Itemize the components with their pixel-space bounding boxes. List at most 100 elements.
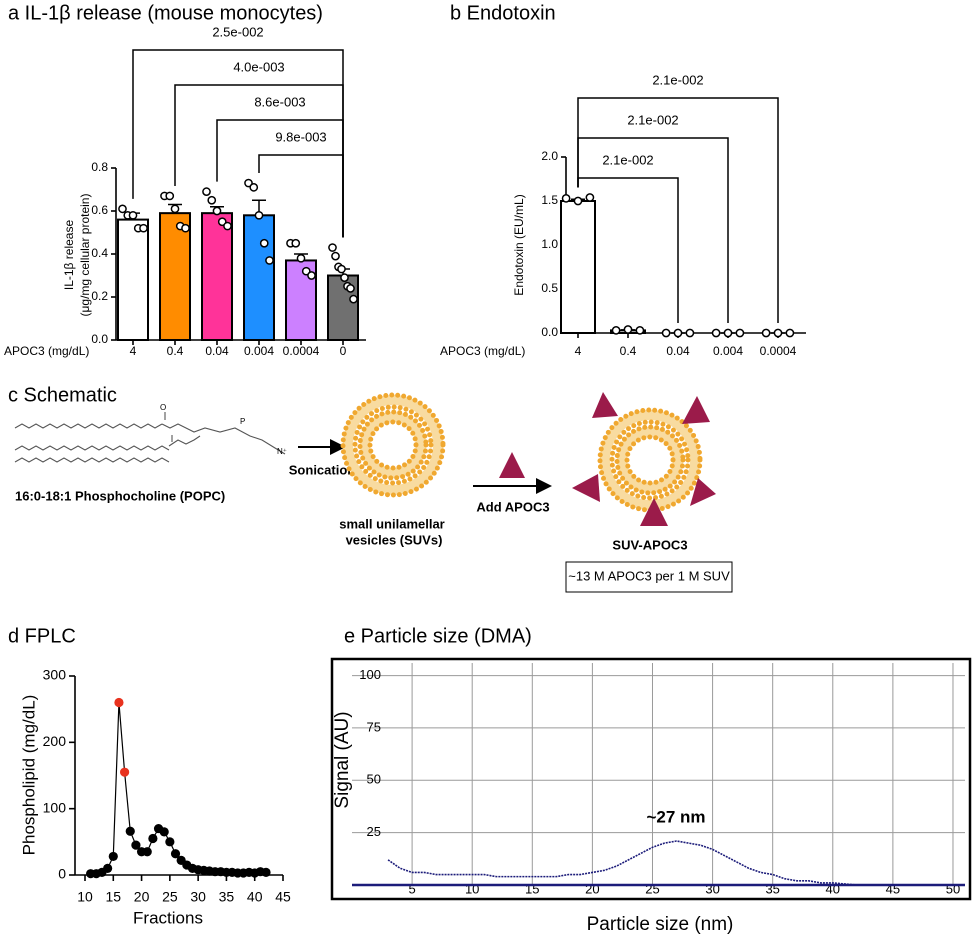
data-point — [118, 204, 127, 214]
y-axis-label: Phospholipid (mg/dL) — [19, 695, 38, 856]
y-tick-label: 2.0 — [541, 149, 558, 163]
data-point — [114, 697, 124, 708]
data-point — [131, 840, 141, 850]
step-label: Add APOC3 — [476, 499, 549, 514]
vesicle — [340, 392, 446, 498]
y-tick-label: 0.0 — [91, 332, 108, 346]
data-point — [673, 328, 683, 338]
step-label: Sonication — [289, 462, 356, 477]
p-value: 2.1e-002 — [627, 112, 678, 127]
x-tick-label: 20 — [585, 881, 599, 896]
x-tick-label: 50 — [946, 881, 960, 896]
y-tick-label: 0.0 — [541, 325, 558, 339]
apoc3-icon — [499, 452, 525, 478]
data-point — [148, 833, 158, 844]
y-axis-label: Signal (AU) — [332, 711, 353, 808]
data-point — [165, 191, 175, 201]
data-point — [585, 193, 595, 202]
data-point — [207, 195, 217, 205]
data-point — [120, 767, 130, 777]
p-value: 2.1e-002 — [652, 72, 703, 87]
vesicle-label: small unilamellar — [339, 516, 445, 531]
data-point — [108, 851, 118, 862]
x-tick-label: 10 — [77, 889, 93, 905]
vesicle-label: vesicles (SUVs) — [346, 532, 443, 547]
y-tick-label: 50 — [367, 772, 381, 787]
x-tick-label: 0.4 — [620, 344, 637, 358]
x-tick-label: 45 — [275, 889, 291, 905]
plot-frame — [330, 657, 972, 901]
y-tick-label: 0.2 — [91, 289, 108, 303]
bar — [117, 218, 149, 342]
chart-title: d FPLC — [8, 625, 76, 647]
x-tick-label: 10 — [465, 881, 479, 896]
y-axis-label: Endotoxin (EU/mL) — [512, 194, 526, 295]
data-point — [623, 325, 633, 334]
bar — [327, 274, 359, 341]
data-point — [711, 328, 721, 338]
x-tick-label: 45 — [886, 881, 900, 896]
molecule-drawing: O P N⁺ — [14, 403, 287, 463]
x-tick-label: 5 — [408, 881, 415, 896]
svg-text:P: P — [240, 417, 245, 426]
data-point — [611, 326, 621, 335]
data-point — [265, 256, 274, 265]
data-point — [785, 328, 795, 338]
data-point — [307, 271, 316, 280]
data-point — [103, 863, 113, 873]
data-point — [159, 827, 169, 837]
data-point — [773, 328, 783, 338]
x-tick-label: 25 — [162, 889, 178, 905]
x-tick-label: 4 — [130, 344, 137, 358]
y-axis-label: (μg/mg cellular protein) — [78, 194, 92, 317]
p-value: 9.8e-003 — [275, 129, 326, 144]
y-tick-label: 300 — [43, 667, 67, 683]
ratio-box — [565, 561, 733, 593]
chart-title: b Endotoxin — [450, 2, 556, 24]
data-point — [139, 223, 148, 233]
data-point — [128, 210, 138, 220]
data-point — [761, 328, 771, 338]
svg-text:O: O — [160, 403, 166, 412]
y-tick-label: 0.4 — [91, 246, 108, 260]
y-tick-label: 0 — [58, 866, 66, 882]
bar — [201, 212, 233, 341]
bar — [560, 200, 596, 334]
data-point — [202, 187, 211, 196]
x-tick-label: 0.004 — [713, 344, 743, 358]
data-point — [561, 194, 571, 203]
p-value: 2.5e-002 — [212, 24, 263, 39]
y-tick-label: 200 — [43, 733, 67, 749]
annotation: ~27 nm — [646, 807, 705, 826]
data-line — [90, 702, 267, 875]
y-tick-label: 25 — [367, 824, 381, 839]
data-line — [387, 840, 953, 886]
data-point — [259, 238, 269, 248]
data-point — [328, 243, 337, 252]
significance-bracket — [577, 177, 679, 323]
molecule-label: 16:0-18:1 Phosphocholine (POPC) — [15, 488, 225, 503]
x-tick-label: 30 — [190, 889, 206, 905]
x-tick-label: 15 — [105, 889, 121, 905]
ratio-label: ~13 M APOC3 per 1 M SUV — [568, 568, 730, 583]
y-tick-label: 100 — [359, 667, 381, 682]
data-point — [349, 294, 358, 304]
data-point — [346, 284, 355, 293]
product-label: SUV-APOC3 — [612, 537, 687, 552]
x-tick-label: 0.0004 — [760, 344, 797, 358]
data-point — [254, 210, 264, 220]
data-point — [331, 251, 340, 261]
data-point — [181, 223, 190, 233]
x-tick-label: 30 — [705, 881, 719, 896]
data-point — [291, 238, 301, 248]
y-tick-label: 1.5 — [541, 193, 558, 207]
x-tick-label: 35 — [219, 889, 235, 905]
bar — [159, 212, 191, 341]
y-tick-label: 75 — [367, 719, 381, 734]
x-tick-label: 0.4 — [167, 344, 184, 358]
x-axis-label: APOC3 (mg/dL) — [4, 344, 89, 358]
data-point — [735, 328, 745, 338]
data-point — [261, 867, 271, 877]
